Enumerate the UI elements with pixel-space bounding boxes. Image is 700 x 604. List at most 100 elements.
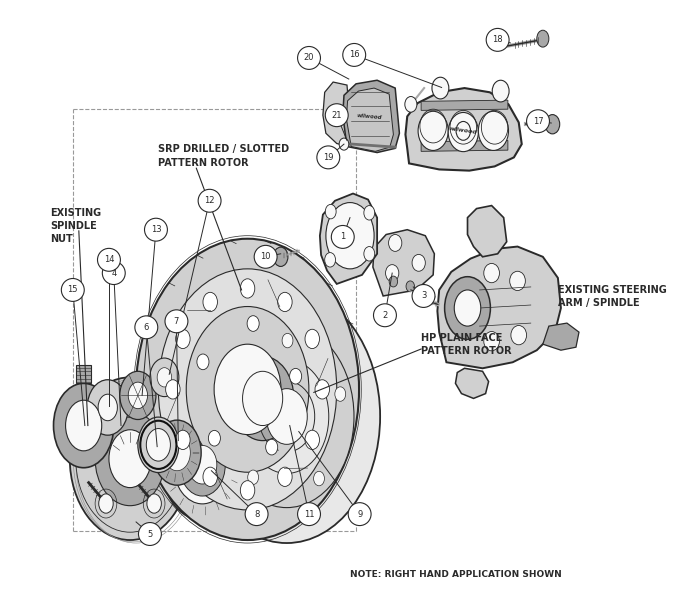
Ellipse shape [128,382,148,409]
Text: PATTERN ROTOR: PATTERN ROTOR [421,346,512,356]
Ellipse shape [197,354,209,370]
Ellipse shape [389,234,402,251]
Polygon shape [346,88,393,152]
Polygon shape [421,141,508,152]
Ellipse shape [364,205,374,220]
Ellipse shape [174,426,231,504]
Ellipse shape [478,111,508,150]
Ellipse shape [247,316,259,332]
Ellipse shape [66,400,102,451]
Text: EXISTING: EXISTING [50,208,102,217]
Text: NOTE: RIGHT HAND APPLICATION SHOWN: NOTE: RIGHT HAND APPLICATION SHOWN [349,570,561,579]
Ellipse shape [228,385,239,399]
Circle shape [326,104,348,127]
Ellipse shape [305,430,319,449]
Text: 6: 6 [144,323,149,332]
Polygon shape [468,205,507,257]
Text: 12: 12 [204,196,215,205]
Text: 19: 19 [323,153,334,162]
Ellipse shape [326,202,374,269]
Ellipse shape [232,356,294,440]
Text: HP PLAIN FACE: HP PLAIN FACE [421,333,503,343]
Text: wilwood: wilwood [356,113,382,120]
Ellipse shape [146,429,170,461]
Circle shape [198,189,221,212]
Ellipse shape [282,333,293,348]
Ellipse shape [98,394,118,421]
Ellipse shape [406,281,414,292]
Ellipse shape [203,467,218,486]
Circle shape [412,284,435,307]
Ellipse shape [88,380,128,435]
Ellipse shape [220,326,354,507]
Ellipse shape [444,277,491,339]
Ellipse shape [511,326,526,345]
Text: 20: 20 [304,53,314,62]
Text: 15: 15 [67,286,78,294]
Text: 17: 17 [533,117,543,126]
Text: 10: 10 [260,252,271,262]
Ellipse shape [162,410,244,520]
Ellipse shape [240,481,255,500]
Circle shape [245,503,268,525]
Circle shape [165,310,188,333]
Text: wilwood: wilwood [449,126,478,135]
Ellipse shape [179,433,225,496]
Text: EXISTING STEERING: EXISTING STEERING [558,284,666,295]
Ellipse shape [248,470,258,484]
Ellipse shape [278,467,292,486]
Text: 18: 18 [492,36,503,44]
Circle shape [317,146,340,169]
Ellipse shape [492,80,509,102]
Ellipse shape [484,263,499,283]
Text: SPINDLE: SPINDLE [50,221,97,231]
Ellipse shape [136,239,359,540]
Text: 13: 13 [150,225,161,234]
Polygon shape [76,365,91,384]
Ellipse shape [203,292,218,312]
Ellipse shape [266,439,278,455]
Ellipse shape [158,368,172,387]
Text: 21: 21 [332,111,342,120]
Ellipse shape [326,204,336,219]
Text: 9: 9 [357,510,363,519]
Polygon shape [456,368,489,399]
Ellipse shape [418,111,448,150]
Circle shape [135,316,158,339]
Ellipse shape [150,358,179,397]
Circle shape [298,503,321,525]
Ellipse shape [166,380,180,399]
Ellipse shape [335,387,346,401]
Text: 1: 1 [340,233,345,242]
Ellipse shape [314,471,324,486]
Polygon shape [323,82,351,147]
Circle shape [102,262,125,284]
Ellipse shape [245,359,329,474]
Circle shape [97,248,120,271]
Ellipse shape [412,254,426,271]
Circle shape [144,218,167,241]
Ellipse shape [70,378,190,540]
Ellipse shape [153,420,201,485]
Ellipse shape [456,121,470,140]
Ellipse shape [176,430,190,449]
Text: SRP DRILLED / SLOTTED: SRP DRILLED / SLOTTED [158,144,290,155]
Ellipse shape [53,384,114,467]
Circle shape [526,110,550,133]
Ellipse shape [266,388,307,445]
Ellipse shape [386,265,399,281]
Ellipse shape [158,269,337,510]
Ellipse shape [162,432,176,451]
Text: 4: 4 [111,269,116,278]
Ellipse shape [315,380,330,399]
Text: NUT: NUT [50,234,74,244]
Ellipse shape [243,371,283,426]
Ellipse shape [484,332,499,351]
Text: 14: 14 [104,255,114,265]
Ellipse shape [164,434,190,471]
Ellipse shape [240,279,255,298]
Ellipse shape [193,290,380,543]
Text: 8: 8 [254,510,259,519]
Circle shape [374,304,396,327]
Ellipse shape [305,329,319,349]
